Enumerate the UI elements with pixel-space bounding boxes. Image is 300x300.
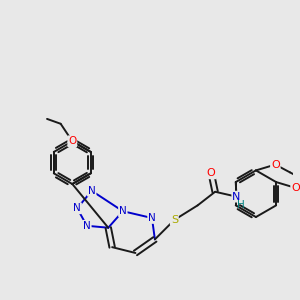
Text: H: H [238, 200, 245, 210]
Text: N: N [88, 186, 96, 196]
Text: O: O [291, 183, 300, 193]
Text: N: N [232, 192, 241, 202]
Text: O: O [207, 168, 216, 178]
Text: N: N [148, 213, 156, 223]
Text: N: N [119, 206, 127, 216]
Text: S: S [171, 215, 178, 225]
Text: O: O [271, 160, 280, 170]
Text: N: N [73, 203, 81, 213]
Text: O: O [68, 136, 76, 146]
Text: N: N [83, 221, 91, 231]
